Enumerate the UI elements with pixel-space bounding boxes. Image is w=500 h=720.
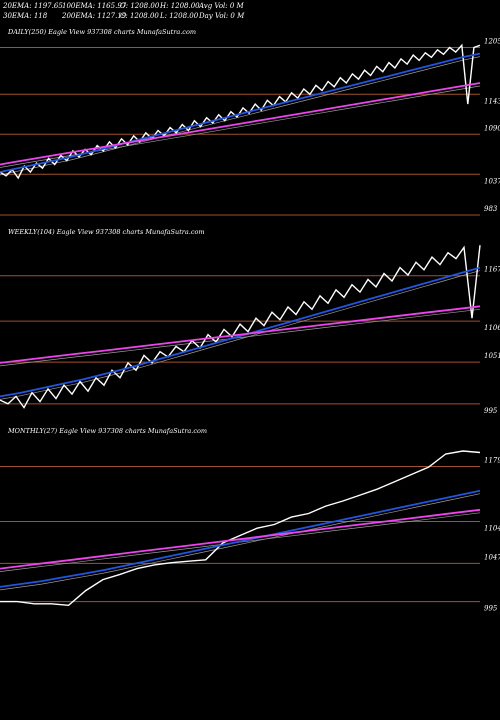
level-label: 1167 [484, 266, 500, 274]
header-avgvol: Avg Vol: 0 M [199, 2, 244, 10]
header-ema30: 30EMA: 118 [3, 12, 48, 20]
level-label: 995 [484, 605, 498, 613]
price-line [0, 245, 481, 409]
header-high: H: 1208.00 [160, 2, 200, 10]
ema-blue-line [0, 52, 481, 173]
ema-blue-line [0, 489, 481, 588]
ema-magenta-line [0, 82, 481, 166]
header-ema100: 100EMA: 1165.97 [62, 2, 127, 10]
ema-shadow-line [0, 56, 481, 176]
ema-shadow-line [0, 270, 481, 400]
daily-chart-title: DAILY(250) Eagle View 937308 charts Muna… [8, 28, 197, 36]
header-open: O: 1208.00 [120, 2, 160, 10]
level-label: 995 [484, 407, 498, 415]
ema-shadow-line [0, 308, 481, 367]
level-label: 1090 [484, 124, 500, 132]
header-ema20: 20EMA: 1197.65 [3, 2, 63, 10]
ema-blue-line [0, 266, 481, 398]
ema-magenta-line [0, 508, 481, 570]
level-label: 1047 [484, 553, 500, 561]
ema-magenta-line [0, 305, 481, 364]
level-label: 1143 [484, 97, 500, 105]
price-line [0, 450, 481, 607]
level-label: 1037 [484, 177, 500, 185]
header-dayvol: Day Vol: 0 M [199, 12, 245, 20]
header-low: L: 1208.00 [160, 12, 199, 20]
ema-shadow-line [0, 493, 481, 591]
monthly-chart-title: MONTHLY(27) Eagle View 937308 charts Mun… [8, 427, 208, 435]
level-label: 1179 [484, 456, 500, 464]
ema-shadow-line [0, 85, 481, 168]
level-label: 1106 [484, 324, 500, 332]
level-label: 983 [484, 205, 498, 213]
level-label: 1104 [484, 525, 500, 533]
weekly-chart-title: WEEKLY(104) Eagle View 937308 charts Mun… [8, 228, 205, 236]
price-line [0, 43, 481, 180]
header-close: C: 1208.00 [120, 12, 159, 20]
header-ema200: 200EMA: 1127.19 [62, 12, 127, 20]
level-label: 1051 [484, 352, 500, 360]
level-label: 1205 [484, 38, 500, 46]
